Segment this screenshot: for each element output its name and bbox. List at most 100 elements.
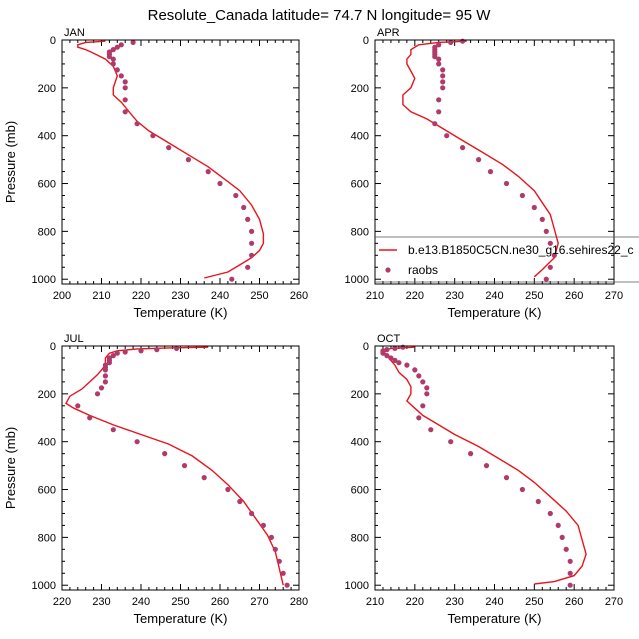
raobs-point-jul	[201, 475, 207, 481]
panel-label-apr: APR	[377, 27, 400, 39]
raobs-point-apr	[547, 264, 553, 270]
raobs-point-oct	[388, 355, 394, 361]
plot-frame-jan	[61, 39, 300, 285]
raobs-point-oct	[420, 403, 426, 409]
y-tick-label-oct: 800	[351, 532, 369, 544]
raobs-point-jan	[229, 276, 235, 282]
raobs-point-apr	[547, 240, 553, 246]
panel-label-jul: JUL	[64, 333, 84, 345]
raobs-point-oct	[384, 347, 390, 353]
raobs-point-jan	[110, 61, 116, 67]
raobs-point-apr	[440, 67, 446, 73]
raobs-point-apr	[436, 61, 442, 67]
raobs-point-oct	[384, 353, 390, 359]
panel-label-jan: JAN	[64, 27, 85, 39]
x-tick-label-apr: 240	[485, 290, 503, 302]
x-tick-label-oct: 250	[525, 596, 543, 608]
raobs-point-jan	[122, 109, 128, 115]
panel-label-oct: OCT	[377, 333, 401, 345]
raobs-point-jul	[134, 439, 140, 445]
plot-frame-apr	[374, 39, 615, 285]
panel-oct: 210 220 230 240 250 260 270 0 200 400 600 800 1000 OC…	[345, 333, 624, 626]
y-tick-label-oct: 600	[351, 485, 369, 497]
raobs-point-jul	[122, 349, 128, 355]
panel-jan: 200 210 220 230 240 250 260 0 200 400 600 800 1000 JA…	[3, 27, 308, 320]
raobs-point-jul	[114, 350, 120, 356]
raobs-point-apr	[432, 54, 438, 60]
x-tick-label-jul: 270	[250, 596, 268, 608]
raobs-point-jul	[98, 385, 105, 391]
raobs-point-jul	[110, 353, 116, 359]
x-tick-label-jul: 280	[290, 596, 308, 608]
raobs-point-apr	[436, 97, 442, 103]
raobs-point-jan	[114, 67, 120, 73]
x-tick-label-apr: 210	[366, 290, 384, 302]
y-tick-label-apr: 600	[351, 179, 369, 191]
panel-apr: 210 220 230 240 250 260 270 0 200 400 600 800 1000 AP…	[345, 27, 624, 320]
raobs-point-apr	[432, 121, 438, 127]
x-tick-label-oct: 220	[406, 596, 424, 608]
raobs-point-oct	[416, 373, 422, 379]
y-tick-label-apr: 200	[351, 83, 369, 95]
raobs-point-jan	[150, 133, 156, 139]
raobs-point-oct	[400, 344, 406, 350]
raobs-point-jan	[185, 157, 191, 163]
x-axis-label-apr: Temperature (K)	[448, 305, 542, 320]
x-tick-label-oct: 270	[605, 596, 623, 608]
raobs-point-oct	[468, 451, 474, 457]
raobs-point-jan	[130, 39, 136, 46]
raobs-point-apr	[539, 216, 545, 222]
raobs-point-oct	[412, 367, 418, 373]
x-axis-label-jan: Temperature (K)	[134, 305, 228, 320]
raobs-point-oct	[380, 350, 386, 356]
raobs-point-jan	[245, 264, 251, 270]
y-tick-label-apr: 0	[363, 35, 369, 47]
x-tick-label-oct: 230	[445, 596, 463, 608]
x-tick-label-jul: 220	[53, 596, 71, 608]
raobs-point-oct	[420, 379, 426, 385]
raobs-point-oct	[424, 391, 430, 397]
raobs-point-apr	[543, 276, 549, 282]
x-tick-label-apr: 220	[406, 290, 424, 302]
x-tick-label-jul: 240	[132, 596, 150, 608]
x-tick-label-apr: 230	[445, 290, 463, 302]
raobs-point-jan	[114, 44, 120, 50]
raobs-point-apr	[531, 204, 537, 211]
model-line-apr	[402, 40, 559, 278]
raobs-point-jan	[249, 240, 255, 246]
raobs-point-oct	[559, 534, 565, 541]
model-line-jan	[77, 40, 265, 279]
x-tick-label-jan: 200	[53, 290, 71, 302]
raobs-point-apr	[436, 42, 442, 48]
raobs-point-jul	[249, 510, 255, 517]
x-axis-label-oct: Temperature (K)	[448, 611, 542, 626]
raobs-point-jul	[268, 534, 274, 541]
raobs-point-jan	[122, 85, 128, 91]
y-tick-label-apr: 1000	[345, 274, 369, 286]
raobs-point-jul	[102, 379, 108, 385]
raobs-point-oct	[547, 510, 553, 517]
y-tick-label-apr: 800	[351, 226, 369, 238]
raobs-point-oct	[555, 522, 561, 529]
raobs-point-jan	[245, 216, 251, 222]
y-tick-label-apr: 400	[351, 131, 369, 143]
x-tick-label-oct: 240	[485, 596, 503, 608]
raobs-point-oct	[563, 546, 569, 552]
x-tick-label-jan: 230	[171, 290, 189, 302]
raobs-point-oct	[535, 498, 541, 505]
plot-frame-jul	[61, 345, 300, 591]
y-tick-label-oct: 1000	[345, 580, 369, 592]
raobs-point-jul	[284, 582, 290, 588]
raobs-point-jan	[241, 204, 247, 211]
raobs-point-jul	[162, 451, 168, 457]
y-tick-label-jan: 200	[38, 83, 56, 95]
x-tick-label-jan: 240	[211, 290, 229, 302]
x-tick-label-jul: 250	[171, 596, 189, 608]
raobs-point-apr	[440, 73, 446, 79]
raobs-point-jan	[217, 180, 223, 187]
raobs-point-jan	[166, 145, 172, 151]
raobs-point-jul	[87, 415, 93, 421]
raobs-point-jan	[233, 192, 239, 199]
raobs-point-jul	[225, 486, 231, 493]
plot-frame-oct	[374, 345, 615, 591]
